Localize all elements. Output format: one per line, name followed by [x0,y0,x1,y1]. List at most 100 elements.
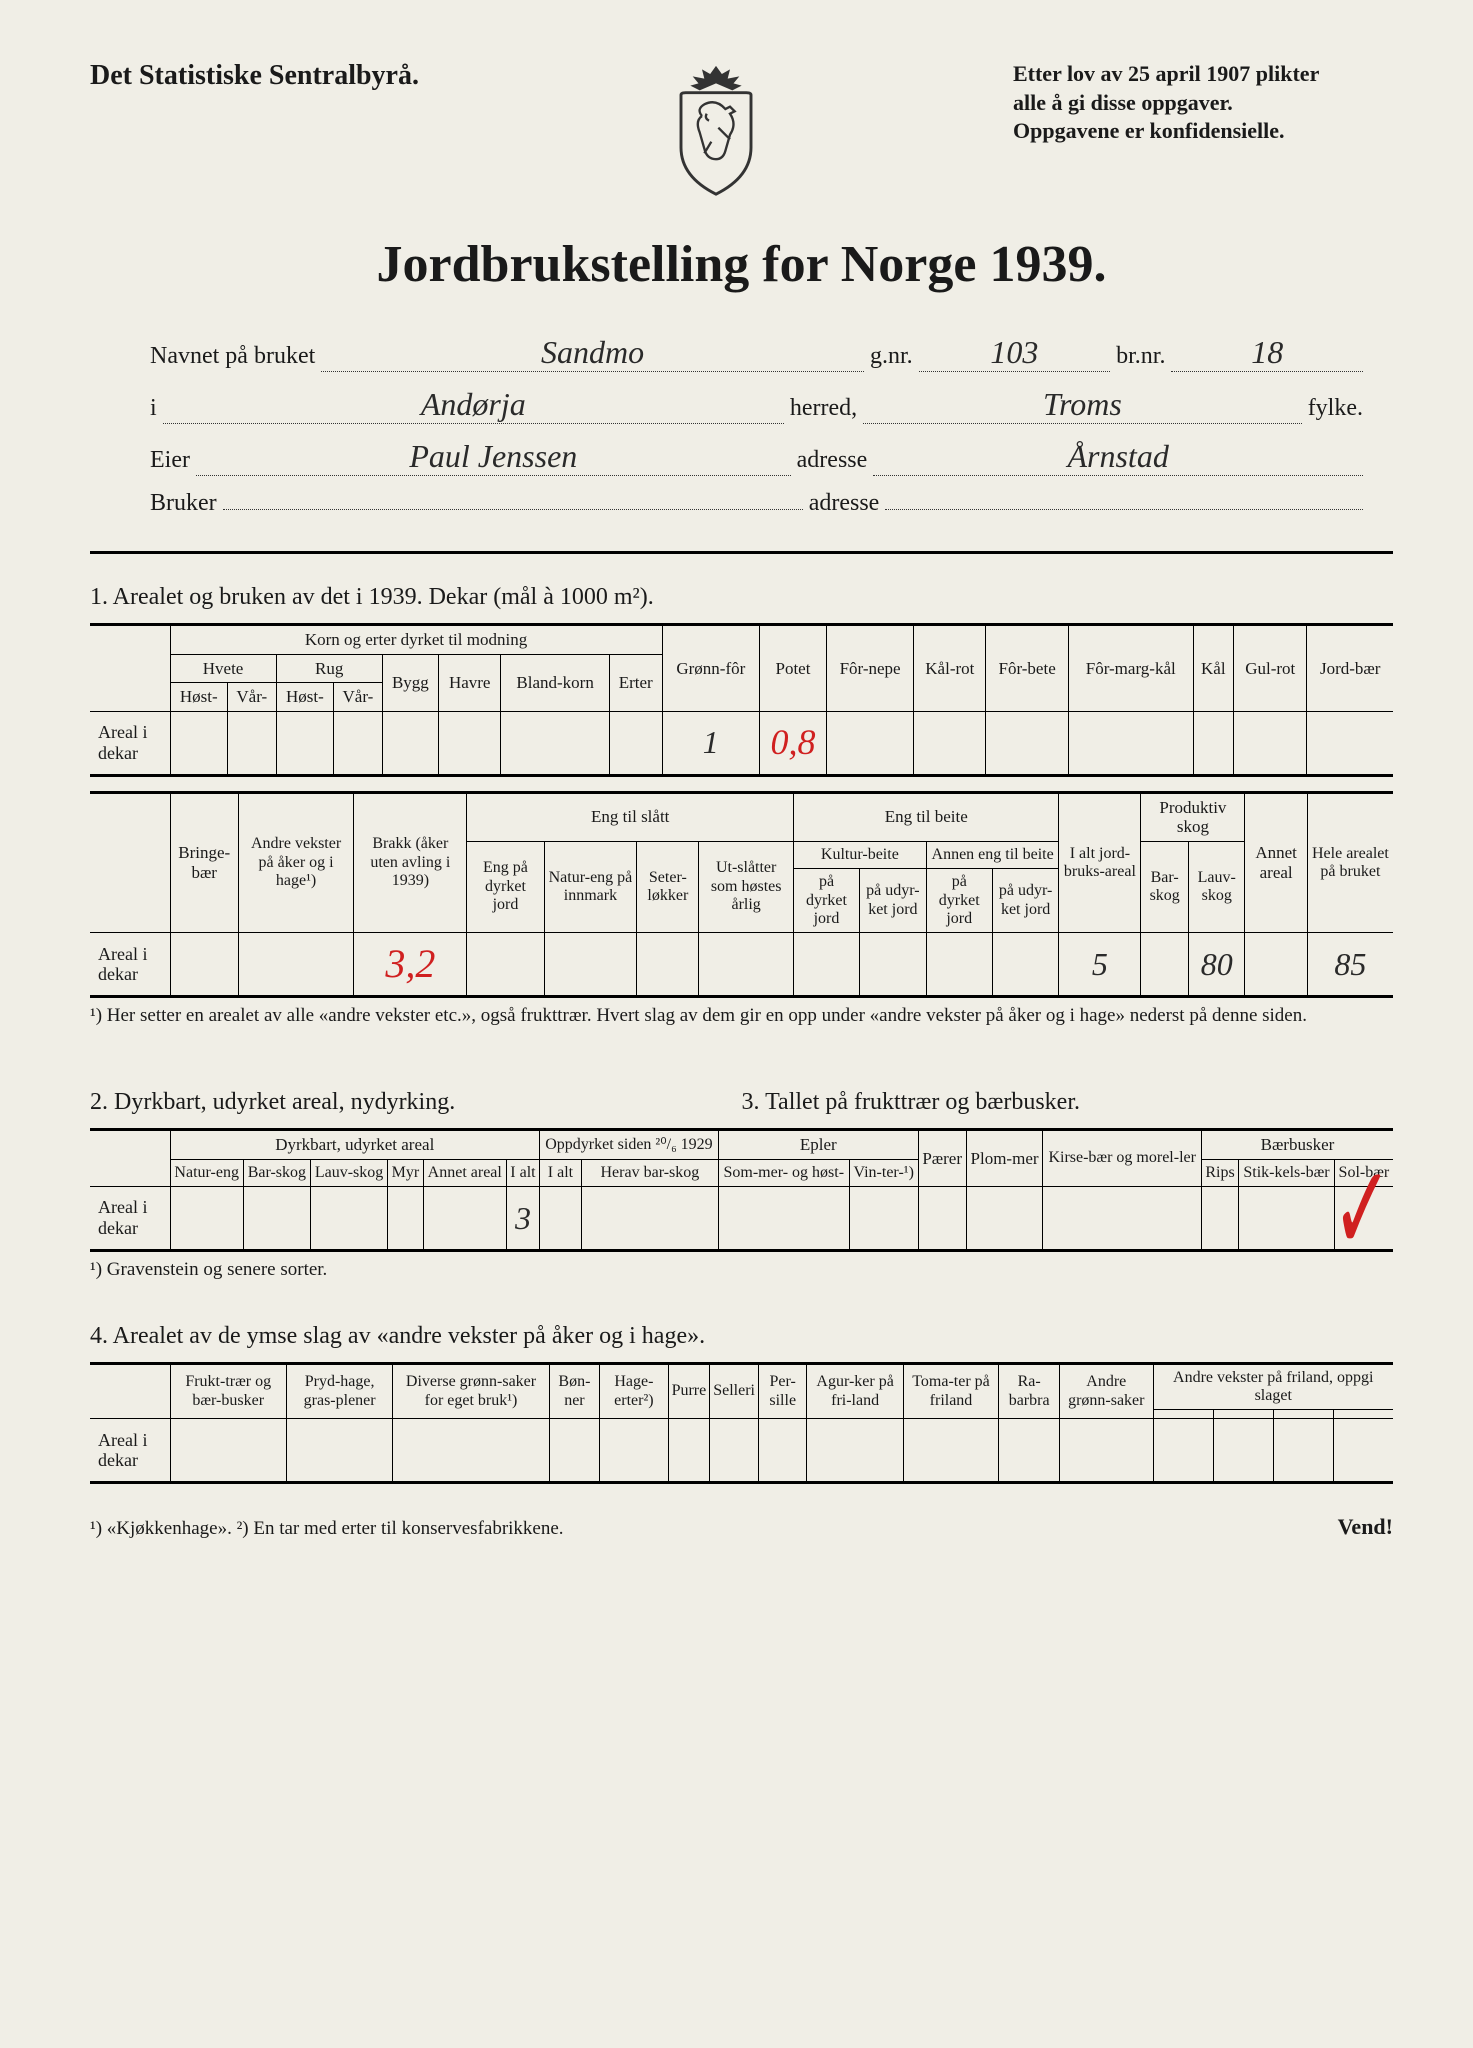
s2-myr: Myr [388,1159,423,1186]
s4-andre-friland: Andre vekster på friland, oppgi slaget [1153,1363,1393,1410]
fylke-label: fylke. [1308,395,1363,422]
s3-sommer: Som-mer- og høst- [718,1159,849,1186]
vend-label: Vend! [1338,1514,1393,1540]
s4-frukt: Frukt-trær og bær-busker [170,1363,286,1419]
gnr-label: g.nr. [870,343,913,370]
hvete-var: Vår- [228,683,277,712]
section-3-head: 3. Tallet på frukttrær og bærbusker. [742,1089,1394,1116]
col-havre: Havre [439,654,501,711]
adresse2-value [885,509,1363,510]
table-1b: Bringe-bær Andre vekster på åker og i ha… [90,791,1393,999]
table-4: Frukt-trær og bær-busker Pryd-hage, gras… [90,1362,1393,1485]
val-brakk: 3,2 [354,933,467,997]
col-eng-beite: Eng til beite [793,792,1059,841]
eier-label: Eier [150,447,190,474]
bruker-label: Bruker [150,490,217,517]
col-hele-arealet: Hele arealet på bruket [1307,792,1393,933]
herred-value: Andørja [163,386,784,424]
s3-vinter: Vin-ter-¹) [849,1159,918,1186]
col-ialt-jord: I alt jord-bruks-areal [1059,792,1141,933]
col-formargkal: Fôr-marg-kål [1068,625,1193,712]
fylke-value: Troms [863,386,1302,424]
col-natureng-inn: Natur-eng på innmark [544,841,637,933]
col-brakk: Brakk (åker uten avling i 1939) [354,792,467,933]
page-title: Jordbrukstelling for Norge 1939. [90,235,1393,294]
table-1a: Korn og erter dyrket til modning Grønn-f… [90,623,1393,777]
s4-persille: Per-sille [758,1363,806,1419]
adresse-label: adresse [797,447,868,474]
eier-value: Paul Jenssen [196,438,791,476]
col-hvete: Hvete [170,654,276,683]
s2-barskog: Bar-skog [243,1159,310,1186]
coat-of-arms [656,60,776,205]
s2-ialt: I alt [506,1159,539,1186]
col-oppdyrket: Oppdyrket siden ²⁰/₆ 1929 [540,1129,719,1159]
s2-annet: Annet areal [423,1159,506,1186]
col-lauvskog: Lauv-skog [1189,841,1245,933]
s4-pryd: Pryd-hage, gras-plener [286,1363,392,1419]
kb-dyrket: på dyrket jord [793,869,859,933]
col-andre-vekster: Andre vekster på åker og i hage¹) [238,792,353,933]
s2-opp-ialt: I alt [540,1159,582,1186]
col-eng-dyrket: Eng på dyrket jord [467,841,544,933]
brnr-value: 18 [1171,334,1363,372]
col-eng-slatt: Eng til slått [467,792,794,841]
s3-stikkels: Stik-kels-bær [1239,1159,1335,1186]
col-gulrot: Gul-rot [1234,625,1307,712]
s4-agurker: Agur-ker på fri-land [807,1363,903,1419]
rug-var: Vår- [334,683,383,712]
ae-udyrket: på udyr-ket jord [992,869,1059,933]
col-epler: Epler [718,1129,918,1159]
col-kirse: Kirse-bær og morel-ler [1043,1129,1201,1186]
s4-rabarbra: Ra-barbra [999,1363,1060,1419]
s4-purre: Purre [668,1363,710,1419]
col-paerer: Pærer [918,1129,966,1186]
col-jordbaer: Jord-bær [1307,625,1393,712]
s4-bonner: Bøn-ner [549,1363,599,1419]
brnr-label: br.nr. [1116,343,1165,370]
col-bringebaer: Bringe-bær [170,792,238,933]
col-dyrkbart: Dyrkbart, udyrket areal [170,1129,540,1159]
law-line-3: Oppgavene er konfidensielle. [1013,117,1393,146]
col-barskog: Bar-skog [1141,841,1189,933]
s4-diverse: Diverse grønn-saker for eget bruk¹) [393,1363,549,1419]
col-kulturbeite: Kultur-beite [793,841,926,868]
hvete-host: Høst- [170,683,228,712]
rowlabel-2: Areal i dekar [90,1186,170,1250]
col-seter: Seter-løkker [637,841,699,933]
gnr-value: 103 [919,334,1111,372]
herred-label: herred, [790,395,857,422]
law-line-1: Etter lov av 25 april 1907 plikter [1013,60,1393,89]
val-gronnfor: 1 [662,711,760,775]
s2-herav-bar: Herav bar-skog [581,1159,718,1186]
section-2-head: 2. Dyrkbart, udyrket areal, nydyrking. [90,1089,742,1116]
bureau-name: Det Statistiske Sentralbyrå. [90,60,419,92]
col-kal: Kål [1193,625,1234,712]
s2-lauvskog: Lauv-skog [310,1159,387,1186]
section-4-head: 4. Arealet av de ymse slag av «andre vek… [90,1323,1393,1350]
section-1-head: 1. Arealet og bruken av det i 1939. Deka… [90,584,1393,611]
col-fornepe: Fôr-nepe [826,625,913,712]
law-line-2: alle å gi disse oppgaver. [1013,89,1393,118]
s2-natureng: Natur-eng [170,1159,243,1186]
footnote-4: ¹) «Kjøkkenhage». ²) En tar med erter ti… [90,1517,564,1542]
kb-udyrket: på udyr-ket jord [860,869,927,933]
col-gronnfor: Grønn-fôr [662,625,760,712]
s3-solbaer: Sol-bær [1334,1159,1393,1186]
s3-rips: Rips [1201,1159,1238,1186]
col-plommer: Plom-mer [966,1129,1043,1186]
col-blandkorn: Bland-korn [501,654,609,711]
s4-andre-gronn: Andre grønn-saker [1060,1363,1153,1419]
korn-group: Korn og erter dyrket til modning [170,625,662,655]
col-rug: Rug [276,654,382,683]
adresse-value: Årnstad [873,438,1363,476]
val-ialt: 5 [1059,933,1141,997]
bruker-value [223,509,803,510]
navn-value: Sandmo [321,334,864,372]
rowlabel-1b: Areal i dekar [90,933,170,997]
s4-tomater: Toma-ter på friland [903,1363,998,1419]
col-baerbusker: Bærbusker [1201,1129,1393,1159]
col-kalrot: Kål-rot [914,625,986,712]
col-utslatter: Ut-slåtter som høstes årlig [699,841,794,933]
val-lauvskog: 80 [1189,933,1245,997]
